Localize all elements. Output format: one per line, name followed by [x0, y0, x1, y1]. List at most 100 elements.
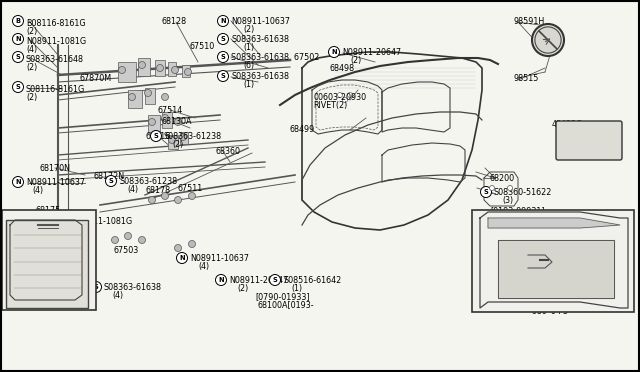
Text: S08360-51622: S08360-51622 [494, 188, 552, 197]
Text: (4): (4) [32, 186, 43, 195]
Text: 67514: 67514 [158, 106, 183, 115]
Text: S: S [15, 84, 20, 90]
Circle shape [175, 196, 182, 203]
Circle shape [148, 196, 156, 203]
Text: N08911-1081G: N08911-1081G [72, 217, 132, 226]
Circle shape [90, 282, 102, 292]
Text: [0993-    ]: [0993- ] [490, 222, 529, 231]
Text: S: S [154, 133, 158, 139]
Circle shape [175, 244, 182, 251]
Text: (4): (4) [127, 185, 138, 194]
Text: 68360: 68360 [215, 147, 240, 156]
Text: 68200: 68200 [490, 174, 515, 183]
Circle shape [175, 119, 182, 125]
Text: (2): (2) [243, 25, 254, 34]
Bar [472, 210, 634, 312]
Circle shape [161, 192, 168, 199]
Text: N: N [179, 255, 185, 261]
Text: 68960P: 68960P [518, 258, 548, 267]
Text: S08363-61238: S08363-61238 [164, 132, 222, 141]
Circle shape [125, 232, 131, 240]
Circle shape [161, 93, 168, 100]
Bar [148, 115, 160, 133]
Circle shape [189, 241, 195, 247]
Bar [6, 220, 88, 308]
Bar [155, 60, 165, 76]
Circle shape [168, 137, 175, 144]
Bar [180, 132, 188, 144]
Circle shape [348, 93, 353, 97]
Circle shape [218, 71, 228, 81]
Text: 67510: 67510 [190, 42, 215, 51]
Bar [168, 135, 178, 149]
Text: S: S [484, 189, 488, 195]
Text: 67503: 67503 [114, 246, 140, 255]
Text: [0790-01933]: [0790-01933] [6, 299, 61, 308]
Text: 67511: 67511 [178, 184, 204, 193]
Text: S: S [221, 73, 225, 79]
Polygon shape [498, 240, 614, 298]
Text: 68178: 68178 [146, 186, 171, 195]
Circle shape [532, 24, 564, 56]
Circle shape [269, 275, 280, 285]
Bar [138, 58, 150, 76]
Text: (1): (1) [243, 43, 254, 52]
Text: (2): (2) [26, 63, 37, 72]
Text: S08363-61638  67502: S08363-61638 67502 [231, 53, 319, 62]
Text: SEE SEC.969: SEE SEC.969 [522, 289, 573, 298]
Text: N08911-10637: N08911-10637 [26, 178, 85, 187]
Text: N08911-20647: N08911-20647 [342, 48, 401, 57]
Text: 00603-20930: 00603-20930 [313, 93, 366, 102]
Text: 67870M: 67870M [80, 74, 112, 83]
Circle shape [111, 237, 118, 244]
Circle shape [218, 33, 228, 45]
Text: S08116-8161G: S08116-8161G [26, 85, 85, 94]
Bar [145, 88, 155, 104]
Text: RIVET(2): RIVET(2) [313, 101, 348, 110]
Text: (1): (1) [243, 80, 254, 89]
Text: N: N [15, 36, 21, 42]
Text: S: S [15, 54, 20, 60]
Text: 68498: 68498 [330, 64, 355, 73]
Bar [128, 90, 142, 108]
Text: [0193-09931]: [0193-09931] [490, 206, 545, 215]
Circle shape [481, 186, 492, 198]
Circle shape [58, 215, 70, 227]
Text: S08363-61648: S08363-61648 [26, 55, 84, 64]
Text: S08363-61238: S08363-61238 [119, 177, 177, 186]
Circle shape [150, 131, 161, 141]
Text: 68175: 68175 [36, 206, 61, 215]
Circle shape [184, 68, 191, 76]
Text: (2): (2) [237, 284, 248, 293]
Text: (2): (2) [26, 27, 37, 36]
Text: [0790-01933]: [0790-01933] [255, 292, 310, 301]
Text: 68100A[0193-: 68100A[0193- [258, 300, 315, 309]
Text: (2): (2) [26, 93, 37, 102]
Text: 68130A: 68130A [162, 117, 193, 126]
Circle shape [179, 134, 186, 141]
Text: (4): (4) [80, 225, 91, 234]
Text: S08516-61642: S08516-61642 [283, 276, 341, 285]
Text: N: N [331, 49, 337, 55]
Circle shape [145, 90, 152, 96]
Circle shape [218, 51, 228, 62]
Circle shape [13, 33, 24, 45]
Circle shape [161, 115, 168, 122]
Text: 98515: 98515 [514, 74, 540, 83]
Circle shape [172, 67, 179, 74]
Text: S: S [221, 36, 225, 42]
Text: 68200: 68200 [8, 218, 33, 227]
Circle shape [148, 119, 156, 125]
Circle shape [13, 176, 24, 187]
Circle shape [118, 67, 125, 74]
Text: N: N [218, 277, 224, 283]
Text: 48433C: 48433C [552, 120, 582, 129]
Circle shape [535, 27, 561, 53]
Text: S: S [273, 277, 277, 283]
Text: 68172N: 68172N [93, 172, 124, 181]
Polygon shape [488, 218, 620, 228]
Text: 68499: 68499 [290, 125, 316, 134]
FancyBboxPatch shape [556, 121, 622, 160]
Text: (4): (4) [112, 291, 123, 300]
Text: S: S [221, 54, 225, 60]
